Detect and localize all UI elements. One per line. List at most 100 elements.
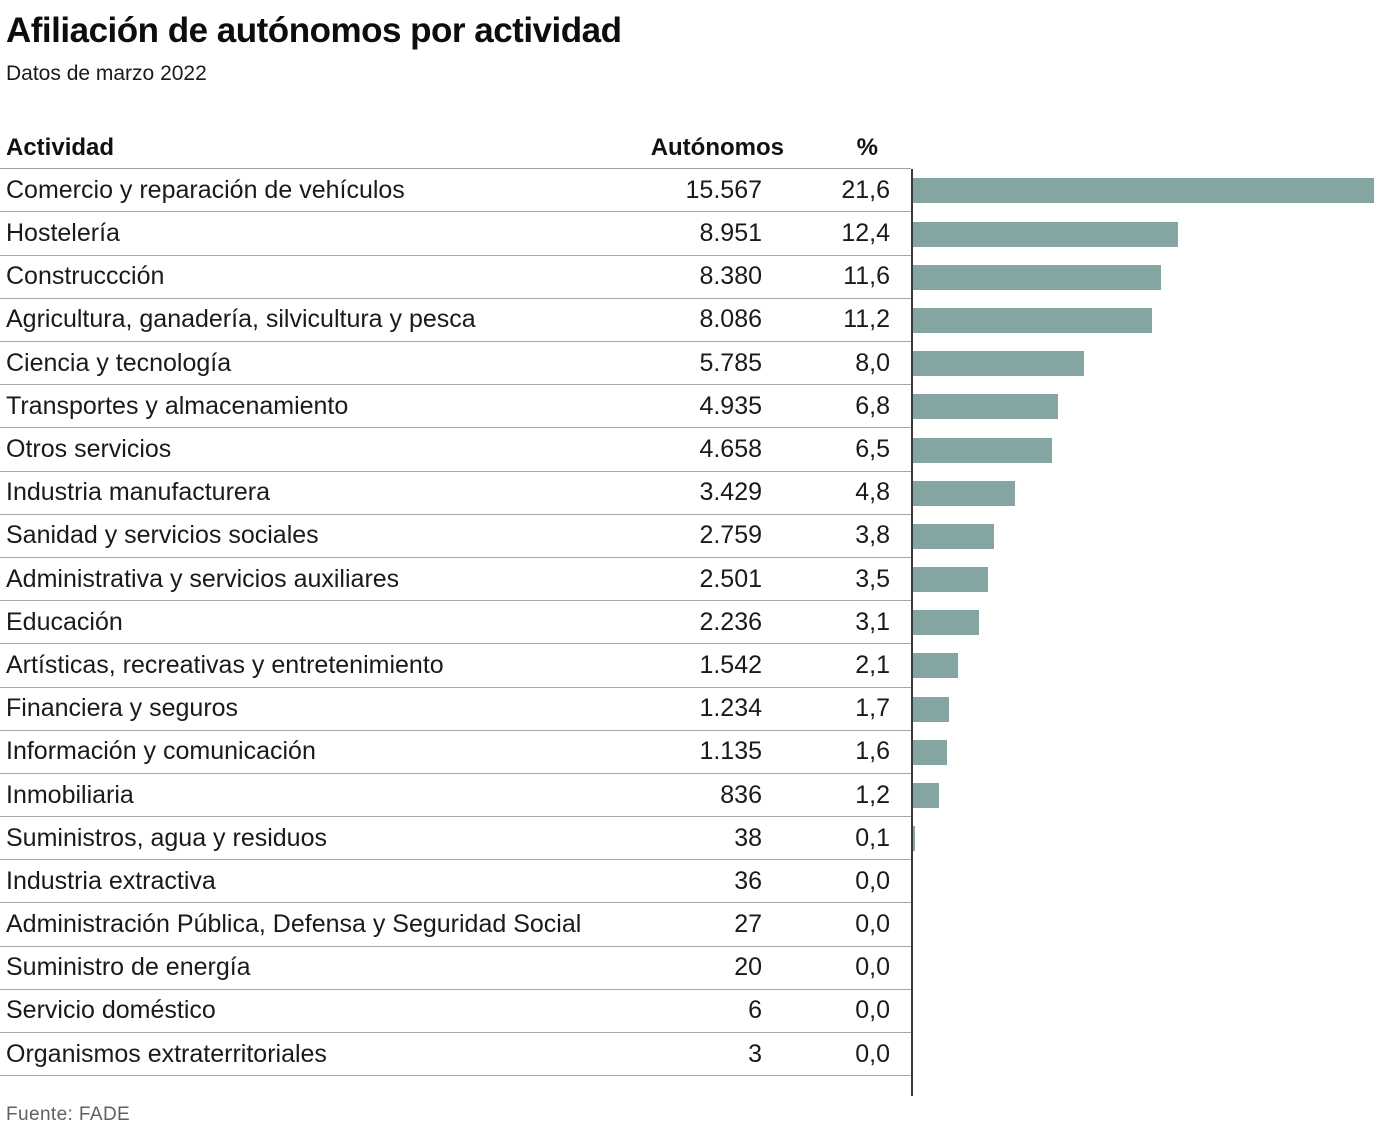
- pct-value: 11,6: [762, 256, 911, 299]
- activity-label: Servicio doméstico: [0, 990, 660, 1034]
- bar-cell: [911, 428, 1374, 471]
- pct-value: 1,2: [762, 774, 911, 818]
- pct-value: 21,6: [762, 169, 911, 213]
- pct-value: 11,2: [762, 299, 911, 343]
- column-header-autonomos-label: Autónomos: [650, 133, 784, 161]
- autonomos-value: 8.086: [660, 299, 762, 343]
- bar-cell: [911, 817, 1374, 860]
- source-note: Fuente: FADE: [6, 1104, 131, 1126]
- table-row: Agricultura, ganadería, silvicultura y p…: [0, 299, 1374, 343]
- autonomos-value: 38: [660, 817, 762, 861]
- pct-bar: [913, 610, 980, 636]
- pct-value: 8,0: [762, 342, 911, 386]
- pct-bar: [913, 783, 939, 809]
- autonomos-value: 8.380: [660, 256, 762, 299]
- pct-bar: [913, 437, 1052, 463]
- bar-cell: [911, 601, 1374, 644]
- table-row: Transportes y almacenamiento 4.935 6,8: [0, 385, 1374, 429]
- activity-label: Administración Pública, Defensa y Seguri…: [0, 903, 660, 947]
- column-header-actividad: Actividad: [0, 127, 660, 170]
- autonomos-value: 3: [660, 1033, 762, 1077]
- table-row: Artísticas, recreativas y entretenimient…: [0, 644, 1374, 688]
- pct-value: 0,0: [762, 947, 911, 990]
- activity-label: Industria manufacturera: [0, 472, 660, 515]
- table-body: Comercio y reparación de vehículos 15.56…: [0, 169, 1374, 1077]
- activity-label: Artísticas, recreativas y entretenimient…: [0, 644, 660, 688]
- column-header-autonomos: Autónomos: [651, 127, 784, 170]
- table-row: Administrativa y servicios auxiliares 2.…: [0, 558, 1374, 602]
- table-row: Sanidad y servicios sociales 2.759 3,8: [0, 515, 1374, 558]
- activity-label: Construccción: [0, 256, 660, 299]
- autonomos-value: 36: [660, 860, 762, 904]
- autonomos-value: 1.542: [660, 644, 762, 688]
- bar-cell: [911, 731, 1374, 774]
- activity-label: Industria extractiva: [0, 860, 660, 904]
- table-row: Información y comunicación 1.135 1,6: [0, 731, 1374, 774]
- autonomos-value: 3.429: [660, 472, 762, 515]
- chart-baseline-axis: [911, 169, 913, 1097]
- column-header-actividad-label: Actividad: [6, 133, 115, 161]
- table-row: Inmobiliaria 836 1,2: [0, 774, 1374, 818]
- pct-bar: [913, 826, 916, 852]
- bar-cell: [911, 256, 1374, 299]
- bar-cell: [911, 299, 1374, 342]
- table-row: Administración Pública, Defensa y Seguri…: [0, 903, 1374, 947]
- table-row: Comercio y reparación de vehículos 15.56…: [0, 169, 1374, 213]
- bar-cell: [911, 1033, 1374, 1076]
- pct-value: 2,1: [762, 644, 911, 688]
- autonomos-value: 836: [660, 774, 762, 818]
- table-row: Financiera y seguros 1.234 1,7: [0, 688, 1374, 731]
- pct-bar: [913, 567, 988, 593]
- table-row: Ciencia y tecnología 5.785 8,0: [0, 342, 1374, 386]
- pct-bar: [913, 523, 995, 549]
- bar-cell: [911, 860, 1374, 903]
- activity-table: Actividad Autónomos % Comercio y reparac…: [0, 127, 1374, 1097]
- table-row: Suministro de energía 20 0,0: [0, 947, 1374, 990]
- column-header-bar-spacer: [911, 127, 1374, 169]
- pct-value: 4,8: [762, 472, 911, 515]
- autonomos-value: 2.501: [660, 558, 762, 602]
- table-row: Organismos extraterritoriales 3 0,0: [0, 1033, 1374, 1077]
- autonomos-value: 2.236: [660, 601, 762, 645]
- activity-label: Administrativa y servicios auxiliares: [0, 558, 660, 602]
- bar-cell: [911, 212, 1374, 255]
- bar-cell: [911, 385, 1374, 428]
- autonomos-value: 20: [660, 947, 762, 990]
- activity-label: Información y comunicación: [0, 731, 660, 774]
- activity-label: Suministro de energía: [0, 947, 660, 990]
- bar-cell: [911, 688, 1374, 731]
- autonomos-value: 15.567: [660, 169, 762, 213]
- bar-cell: [911, 342, 1374, 385]
- pct-value: 0,1: [762, 817, 911, 861]
- autonomos-value: 5.785: [660, 342, 762, 386]
- bar-cell: [911, 947, 1374, 990]
- pct-value: 0,0: [762, 1033, 911, 1077]
- table-row: Servicio doméstico 6 0,0: [0, 990, 1374, 1034]
- autonomos-value: 27: [660, 903, 762, 947]
- page-title: Afiliación de autónomos por actividad: [6, 11, 622, 50]
- activity-label: Organismos extraterritoriales: [0, 1033, 660, 1077]
- table-row: Industria manufacturera 3.429 4,8: [0, 472, 1374, 515]
- bar-cell: [911, 515, 1374, 558]
- activity-label: Financiera y seguros: [0, 688, 660, 731]
- table-header-row: Actividad Autónomos %: [0, 127, 1374, 170]
- table-row: Construccción 8.380 11,6: [0, 256, 1374, 299]
- autonomos-value: 4.658: [660, 428, 762, 472]
- table-row: Suministros, agua y residuos 38 0,1: [0, 817, 1374, 861]
- pct-value: 12,4: [762, 212, 911, 256]
- autonomos-value: 1.135: [660, 731, 762, 774]
- pct-bar: [913, 739, 948, 765]
- pct-value: 3,1: [762, 601, 911, 645]
- table-row: Industria extractiva 36 0,0: [0, 860, 1374, 904]
- bar-cell: [911, 472, 1374, 515]
- bar-cell: [911, 990, 1374, 1033]
- bar-cell: [911, 903, 1374, 946]
- pct-bar: [913, 696, 950, 722]
- pct-value: 3,8: [762, 515, 911, 558]
- autonomos-value: 6: [660, 990, 762, 1034]
- pct-value: 0,0: [762, 903, 911, 947]
- activity-label: Otros servicios: [0, 428, 660, 472]
- pct-bar: [913, 178, 1374, 204]
- pct-value: 0,0: [762, 860, 911, 904]
